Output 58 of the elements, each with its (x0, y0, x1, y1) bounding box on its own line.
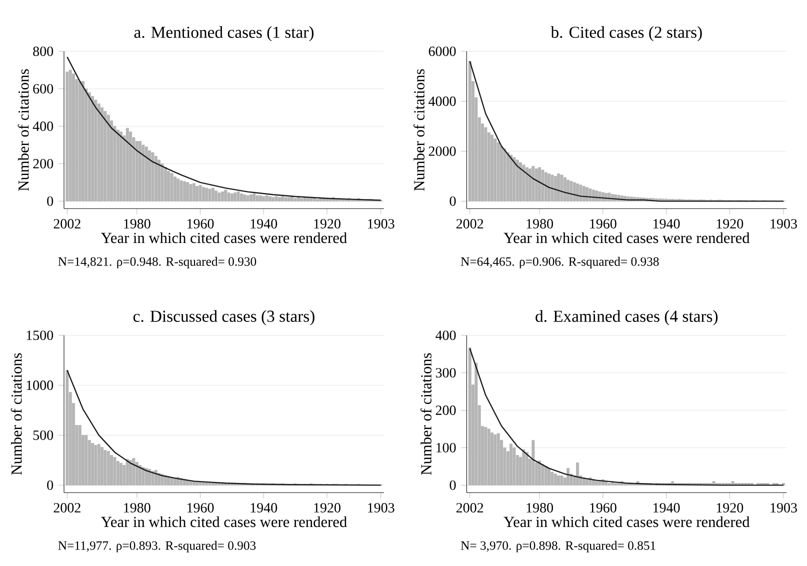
y-tick-label: 2000 (428, 146, 456, 156)
chart-title: d. Examined cases (4 stars) (536, 310, 718, 326)
y-tick-label: 300 (436, 368, 456, 378)
y-tick-label: 0 (47, 480, 54, 490)
y-axis-title: Number of citations (420, 353, 432, 475)
x-tick-label: 1960 (590, 219, 616, 229)
x-tick-label: 1920 (314, 219, 340, 229)
text: N=11,977. ρ=0.893. R-squared= 0.903 (58, 540, 256, 552)
y-tick-label: 400 (436, 330, 456, 340)
x-tick-label: 1960 (590, 503, 616, 513)
y-tick-label: 200 (436, 406, 456, 415)
x-tick-label: 1940 (250, 503, 278, 513)
text: N=64,465. ρ=0.906. R-squared= 0.938 (460, 256, 659, 268)
x-axis-title: Year in which cited cases were rendered (504, 232, 750, 244)
y-tick-label: 200 (33, 158, 54, 168)
y-tick-label: 400 (32, 122, 54, 131)
text: N= 3,970. ρ=0.898. R-squared= 0.851 (460, 540, 656, 552)
text: N=14,821. ρ=0.948. R-squared= 0.930 (58, 256, 256, 268)
x-tick-label: 1940 (654, 503, 680, 513)
chart-title: a. Mentioned cases (1 star) (134, 26, 314, 42)
y-tick-label: 800 (33, 46, 54, 56)
x-tick-label: 1980 (124, 219, 150, 229)
x-tick-label: 2002 (456, 503, 484, 513)
x-tick-label: 1980 (526, 219, 553, 229)
x-tick-label: 1980 (526, 503, 553, 513)
y-tick-label: 500 (33, 430, 54, 440)
x-tick-label: 1920 (716, 219, 744, 229)
y-axis-title: Number of citations (10, 353, 22, 475)
x-tick-label: 1903 (368, 219, 394, 229)
x-tick-label: 1920 (716, 503, 744, 513)
y-tick-label: 0 (450, 480, 456, 490)
chart-title: c. Discussed cases (3 stars) (133, 310, 314, 326)
x-tick-label: 2002 (456, 219, 484, 229)
x-tick-label: 2002 (54, 503, 80, 513)
x-tick-label: 2002 (54, 219, 80, 229)
x-tick-label: 1903 (368, 503, 394, 513)
x-tick-label: 1940 (250, 219, 278, 229)
y-axis-title: Number of citations (414, 69, 424, 191)
y-tick-label: 1500 (26, 330, 54, 340)
y-tick-label: 1000 (26, 380, 54, 390)
x-tick-label: 1960 (187, 503, 214, 513)
y-tick-label: 0 (450, 196, 456, 206)
y-tick-label: 0 (47, 196, 54, 206)
y-tick-label: 4000 (428, 96, 456, 106)
x-axis-title: Year in which cited cases were rendered (101, 516, 347, 528)
y-axis-title: Number of citations (18, 69, 29, 191)
x-tick-label: 1960 (187, 219, 214, 229)
x-axis-title: Year in which cited cases were rendered (101, 232, 347, 244)
chart-title: b. Cited cases (2 stars) (550, 26, 702, 42)
x-axis-title: Year in which cited cases were rendered (504, 516, 750, 528)
y-tick-label: 100 (436, 442, 456, 452)
x-tick-label: 1903 (770, 219, 797, 229)
y-tick-label: 6000 (428, 46, 456, 56)
y-tick-label: 600 (33, 84, 54, 94)
x-tick-label: 1980 (124, 503, 150, 513)
x-tick-label: 1920 (314, 503, 340, 513)
x-tick-label: 1903 (770, 503, 797, 513)
x-tick-label: 1940 (654, 219, 680, 229)
